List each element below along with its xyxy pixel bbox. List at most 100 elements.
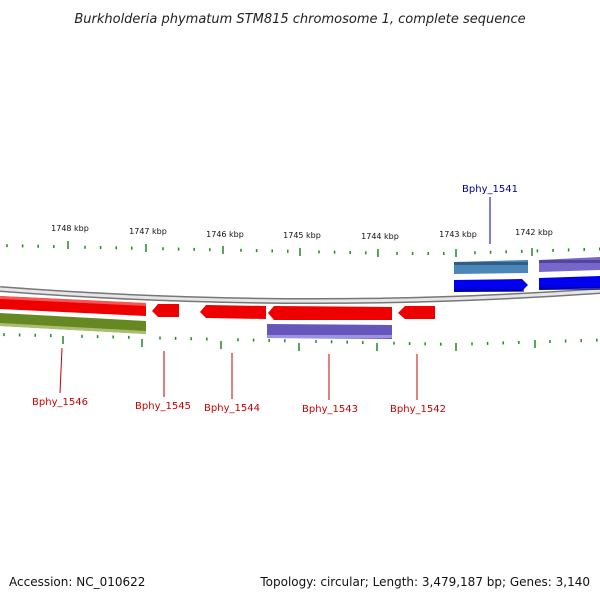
topology-summary-text: Topology: circular; Length: 3,479,187 bp… [259,575,590,589]
scale-tick-label: 1748 kbp [51,224,89,233]
map-title: Burkholderia phymatum STM815 chromosome … [74,12,525,27]
minor-tick-top [552,248,554,252]
minor-tick-bottom [362,340,364,344]
minor-tick-bottom [3,333,5,337]
minor-tick-bottom [346,340,348,344]
minor-tick-top [177,247,180,251]
scale-tick-label: 1745 kbp [283,231,321,240]
minor-tick-top [505,250,507,254]
minor-tick-top [53,245,55,249]
gene-label-bphy-1541: Bphy_1541 [462,184,518,195]
major-tick-bottom [141,339,143,347]
minor-tick-bottom [18,333,21,337]
tick-layer: 1748 kbp 1747 kbp 1746 kbp 1745 kbp 1744 kbp… [3,224,600,351]
minor-tick-top [240,248,242,252]
scale-tick-label: 1747 kbp [129,227,167,236]
minor-tick-top [84,245,86,249]
major-tick-bottom [534,340,536,348]
minor-tick-bottom [564,339,567,343]
minor-tick-bottom [159,336,161,340]
major-tick-bottom [455,343,457,351]
minor-tick-bottom [96,335,99,339]
minor-tick-top [318,250,320,254]
minor-tick-bottom [112,335,114,339]
gene-bphy-1546-feature[interactable] [0,296,146,316]
minor-tick-top [287,249,289,253]
gene-bphy-1545-feature[interactable] [152,304,179,317]
minor-tick-top [349,251,351,255]
minor-tick-bottom [190,337,192,341]
major-tick-top [222,246,224,254]
gene-bphy-1546-olive-feature[interactable] [0,313,146,334]
scale-tick-label: 1746 kbp [206,230,244,239]
gene-label-bphy-1546: Bphy_1546 [32,397,88,408]
reverse-strand [0,296,435,339]
minor-tick-bottom [471,342,473,346]
major-tick-bottom [298,343,300,351]
minor-tick-bottom [174,336,177,340]
minor-tick-bottom [440,342,442,346]
minor-tick-bottom [408,342,411,346]
major-tick-top [455,249,457,257]
minor-tick-bottom [518,340,520,344]
gene-bphy-1542-feature[interactable] [398,306,435,319]
minor-tick-bottom [128,335,130,339]
major-tick-top [67,241,69,249]
minor-tick-top [6,244,8,248]
gene-label-bphy-1542: Bphy_1542 [390,404,446,415]
minor-tick-top [489,250,492,254]
minor-tick-bottom [580,339,582,343]
major-tick-bottom [220,341,222,349]
gene-label-bphy-1543: Bphy_1543 [302,404,358,415]
minor-tick-top [411,252,414,255]
minor-tick-bottom [284,339,286,343]
minor-tick-bottom [252,338,255,342]
major-tick-top [145,244,147,252]
forward-strand [454,257,600,292]
minor-tick-top [115,246,117,250]
gene-label-bphy-1544: Bphy_1544 [204,403,260,414]
minor-tick-top [209,248,211,252]
minor-tick-top [255,249,258,253]
minor-tick-top [536,249,539,253]
gene-forward-blue-feature-2[interactable] [539,276,600,290]
gene-bphy-1543-purple-feature[interactable] [267,324,392,339]
minor-tick-bottom [330,340,333,344]
gene-forward-blue-feature-1[interactable] [454,279,528,292]
minor-tick-top [474,251,476,255]
gene-bphy-1543-feature[interactable] [268,306,392,320]
minor-tick-top [365,251,367,255]
scale-tick-label: 1743 kbp [439,230,477,239]
major-tick-bottom [62,336,64,344]
gene-bphy-1541-feature[interactable] [454,260,528,274]
major-tick-top [377,249,379,257]
gene-bphy-1544-feature[interactable] [200,305,266,319]
minor-tick-bottom [206,337,208,341]
minor-tick-top [521,249,523,253]
minor-tick-bottom [424,342,426,346]
scale-tick-label: 1742 kbp [515,228,553,237]
minor-tick-top [567,248,570,252]
minor-tick-top [443,252,445,255]
minor-tick-bottom [34,333,36,337]
minor-tick-top [162,247,164,251]
minor-tick-top [271,249,273,253]
minor-tick-bottom [596,338,598,342]
minor-tick-top [583,247,585,251]
minor-tick-top [131,246,133,250]
minor-tick-bottom [549,340,551,343]
gene-forward-purple-feature[interactable] [539,257,600,272]
scale-tick-label: 1744 kbp [361,232,399,241]
major-tick-top [531,248,533,256]
minor-tick-bottom [81,334,83,338]
minor-tick-bottom [486,341,489,345]
minor-tick-bottom [268,338,270,342]
minor-tick-top [21,244,24,248]
chromosome-backbone [0,286,600,305]
minor-tick-bottom [237,338,239,342]
minor-tick-top [427,252,429,255]
minor-tick-bottom [315,339,317,343]
minor-tick-bottom [393,341,395,345]
